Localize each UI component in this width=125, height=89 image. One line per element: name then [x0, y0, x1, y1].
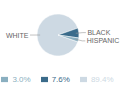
html-text:7.6%: 7.6% — [51, 75, 70, 84]
svg-text:HISPANIC: HISPANIC — [87, 37, 120, 44]
html-text:3.0%: 3.0% — [12, 75, 31, 84]
svg-text:BLACK: BLACK — [87, 29, 110, 36]
svg-text:WHITE: WHITE — [6, 32, 29, 39]
html-text:89.4%: 89.4% — [90, 75, 114, 84]
